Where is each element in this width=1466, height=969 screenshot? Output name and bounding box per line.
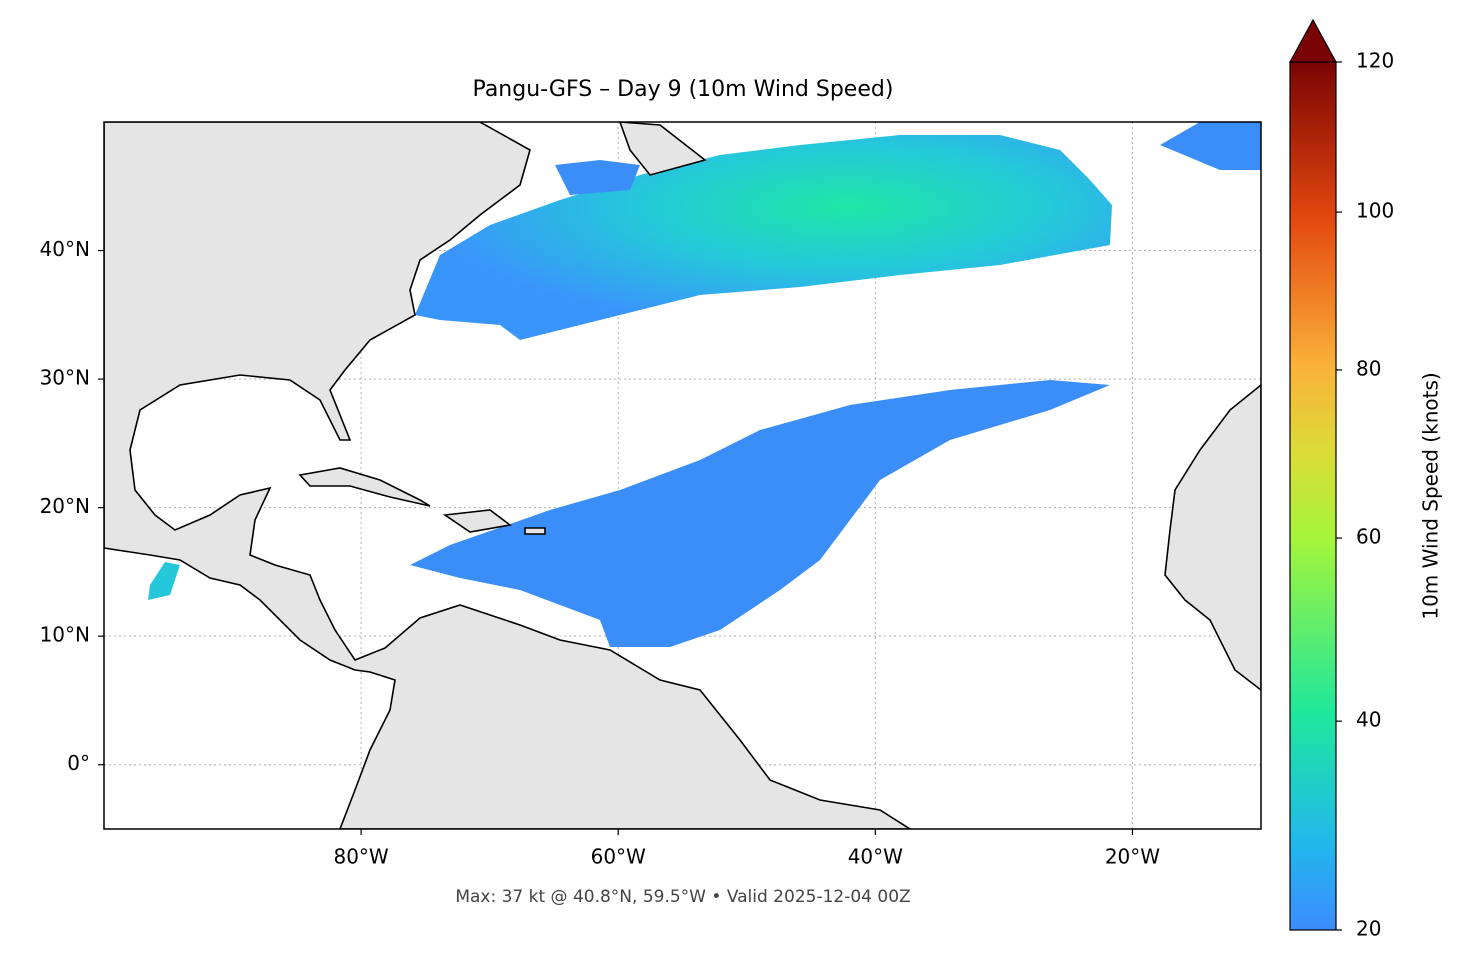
wind-field: [555, 160, 640, 195]
colorbar-tick-label: 120: [1356, 49, 1394, 73]
y-tick-label: 20°N: [40, 494, 90, 518]
colorbar-tick-label: 80: [1356, 356, 1381, 380]
land: [104, 122, 912, 829]
x-tick-label: 80°W: [333, 845, 388, 869]
land: [619, 122, 707, 176]
colorbar-tick-label: 20: [1356, 917, 1381, 941]
wind-field: [148, 562, 180, 600]
map: [104, 122, 1261, 829]
wind-field: [410, 380, 1110, 647]
land: [298, 467, 431, 507]
wind-field: [415, 135, 1112, 340]
map-frame: [103, 121, 1262, 830]
y-tick-label: 40°N: [40, 237, 90, 261]
colorbar-tick-label: 100: [1356, 199, 1394, 223]
colorbar-label: 10m Wind Speed (knots): [1419, 372, 1443, 619]
land: [442, 509, 512, 533]
y-tick-label: 10°N: [40, 623, 90, 647]
x-tick-label: 20°W: [1105, 845, 1160, 869]
x-tick-label: 40°W: [848, 845, 903, 869]
colorbar: [1289, 61, 1337, 931]
y-tick-label: 0°: [67, 751, 90, 775]
land: [524, 527, 546, 535]
land: [1164, 383, 1261, 692]
y-tick-label: 30°N: [40, 366, 90, 390]
colorbar-tick-label: 40: [1356, 708, 1381, 732]
x-tick-label: 60°W: [591, 845, 646, 869]
colorbar-extend: [1288, 18, 1338, 63]
title: Pangu-GFS – Day 9 (10m Wind Speed): [473, 77, 894, 102]
footer: Max: 37 kt @ 40.8°N, 59.5°W • Valid 2025…: [455, 887, 910, 907]
wind-field: [1160, 122, 1261, 170]
colorbar-tick-label: 60: [1356, 525, 1381, 549]
